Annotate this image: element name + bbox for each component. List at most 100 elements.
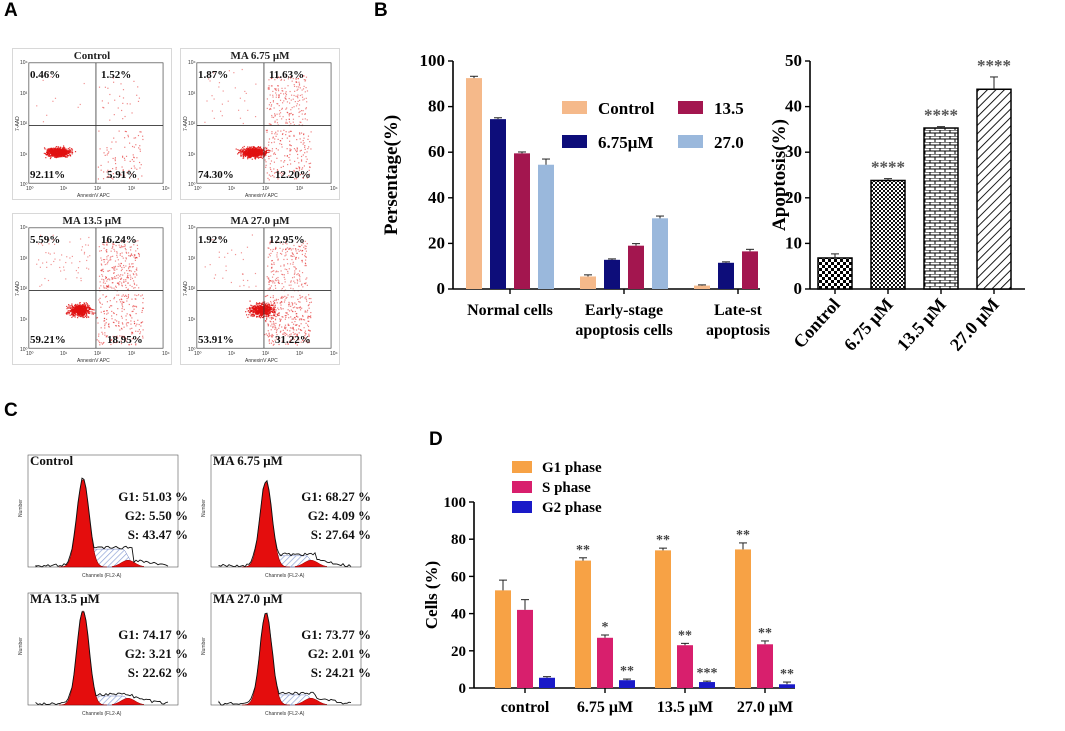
- dot-cloud: [36, 234, 145, 346]
- histogram-title: MA 13.5 μM: [30, 591, 100, 606]
- y-tick-label: 10²: [188, 286, 196, 292]
- y-tick-label: 100: [444, 495, 467, 511]
- phase-percent-g1: G1: 51.03 %: [118, 489, 188, 504]
- flow-plot: MA 6.75 μM 1.87% 11.63% 74.30% 12.20% Annexin…: [180, 48, 340, 200]
- legend-swatch: [512, 481, 532, 493]
- y-tick-label: 10⁰: [188, 347, 196, 353]
- y-tick-label: 20: [785, 188, 802, 207]
- y-tick-label: 10³: [188, 255, 196, 262]
- x-tick-label: 10²: [94, 186, 102, 192]
- phase-percent-s: S: 27.64 %: [310, 527, 371, 542]
- quadrant-ur-percent: 16.24%: [101, 234, 137, 246]
- x-tick-label: 13.5 μM: [893, 294, 950, 354]
- bar-control: [466, 78, 482, 289]
- y-tick-label: 10: [785, 233, 802, 252]
- g2-peak: [294, 560, 328, 568]
- g2-peak: [111, 698, 145, 706]
- phase-percent-g1: G1: 68.27 %: [301, 489, 371, 504]
- quadrant-ul-percent: 0.46%: [30, 69, 61, 81]
- x-axis-label: AnnexinV APC: [245, 358, 278, 364]
- y-axis-title: Cells (%): [422, 561, 441, 629]
- histogram-svg: [210, 592, 362, 706]
- quadrant-ur-percent: 12.95%: [269, 234, 305, 246]
- bar-control: [694, 285, 710, 289]
- g2-peak: [294, 698, 328, 706]
- y-tick-label: 20: [428, 233, 445, 252]
- dot-cloud: [204, 234, 313, 346]
- y-tick-label: 10²: [20, 286, 28, 292]
- significance-marker: ****: [871, 158, 905, 177]
- significance-marker: ***: [697, 666, 718, 681]
- quadrant-ll-percent: 53.91%: [198, 334, 234, 346]
- bar-270m: [652, 218, 668, 289]
- y-tick-label: 30: [785, 142, 802, 161]
- x-tick-label: 10²: [94, 351, 102, 357]
- significance-marker: **: [758, 626, 772, 641]
- y-tick-label: 10⁴: [188, 225, 196, 231]
- bar-675m: [718, 262, 734, 289]
- flow-plot-title: Control: [73, 50, 111, 62]
- y-tick-label: 20: [451, 644, 466, 660]
- histogram-svg: [27, 592, 179, 706]
- x-tick-label: 27.0 μM: [946, 294, 1003, 354]
- y-tick-label: 80: [451, 532, 466, 548]
- x-tick-label: 10²: [262, 351, 270, 357]
- x-axis-label: Channels (FL2-A): [265, 573, 305, 579]
- x-tick-label: 10⁰: [194, 186, 202, 192]
- plot-frame: [27, 592, 179, 706]
- quadrant-lr-percent: 18.95%: [107, 334, 143, 346]
- quadrant-ll-percent: 92.11%: [30, 169, 66, 181]
- legend-swatch: [678, 135, 703, 148]
- dot-cloud: [36, 76, 144, 180]
- y-tick-label: 10¹: [20, 316, 28, 323]
- x-tick-label: 10³: [128, 186, 136, 192]
- y-tick-label: 80: [428, 97, 445, 116]
- bar-135m: [628, 245, 644, 289]
- bar-135m: [742, 251, 758, 289]
- x-tick-label: 6.75 μM: [840, 294, 897, 354]
- bar-control: [580, 276, 596, 289]
- phase-percent-g2: G2: 3.21 %: [124, 646, 188, 661]
- bar-apoptosis: [923, 127, 959, 290]
- x-tick-label: 10³: [128, 351, 136, 357]
- x-tick-label: apoptosis: [706, 322, 770, 339]
- y-tick-label: 10²: [20, 121, 28, 127]
- histogram-outline: [35, 477, 169, 568]
- x-tick-label: 10³: [296, 351, 304, 357]
- flow-plot-title: MA 27.0 μM: [230, 215, 290, 227]
- x-tick-label: 10¹: [228, 186, 236, 192]
- y-axis-label: Number: [201, 499, 207, 517]
- bar-675m: [490, 119, 506, 289]
- flow-plot: MA 13.5 μM 5.59% 16.24% 59.21% 18.95% Annexin…: [12, 213, 172, 365]
- cell-cycle-histogram: Channels (FL2-A) Number MA 27.0 μM G1: 73.7…: [195, 585, 375, 721]
- phase-percent-g1: G1: 74.17 %: [118, 627, 188, 642]
- significance-marker: ****: [924, 106, 958, 125]
- x-tick-label: Normal cells: [467, 302, 553, 319]
- x-tick-label: 6.75 μM: [577, 699, 633, 716]
- histogram-svg: [27, 454, 179, 568]
- flow-scatter: [28, 62, 164, 184]
- flow-plot-title: MA 13.5 μM: [62, 215, 122, 227]
- y-tick-label: 10⁰: [188, 182, 196, 188]
- cell-cycle-histogram: Channels (FL2-A) Number Control G1: 51.03 %…: [12, 447, 192, 583]
- y-tick-label: 10⁴: [20, 225, 28, 231]
- significance-marker: **: [780, 667, 794, 682]
- bar-g2-phase: [779, 684, 795, 688]
- quadrant-lr-percent: 5.91%: [107, 169, 138, 181]
- phase-percent-s: S: 43.47 %: [127, 527, 188, 542]
- x-tick-label: 10¹: [60, 351, 68, 357]
- y-axis-label: Number: [201, 637, 207, 655]
- flow-plot-title: MA 6.75 μM: [230, 50, 290, 62]
- phase-percent-s: S: 24.21 %: [310, 665, 371, 680]
- legend-label: 27.0: [714, 133, 744, 152]
- y-tick-label: 100: [420, 51, 446, 70]
- y-tick-label: 10¹: [188, 316, 196, 323]
- bar-s-phase: [677, 645, 693, 688]
- legend-swatch: [512, 461, 532, 473]
- flow-scatter: [196, 62, 332, 184]
- significance-marker: ****: [977, 56, 1011, 75]
- panel-label-b: B: [374, 0, 388, 21]
- bar-s-phase: [757, 644, 773, 688]
- flow-scatter: [196, 227, 332, 349]
